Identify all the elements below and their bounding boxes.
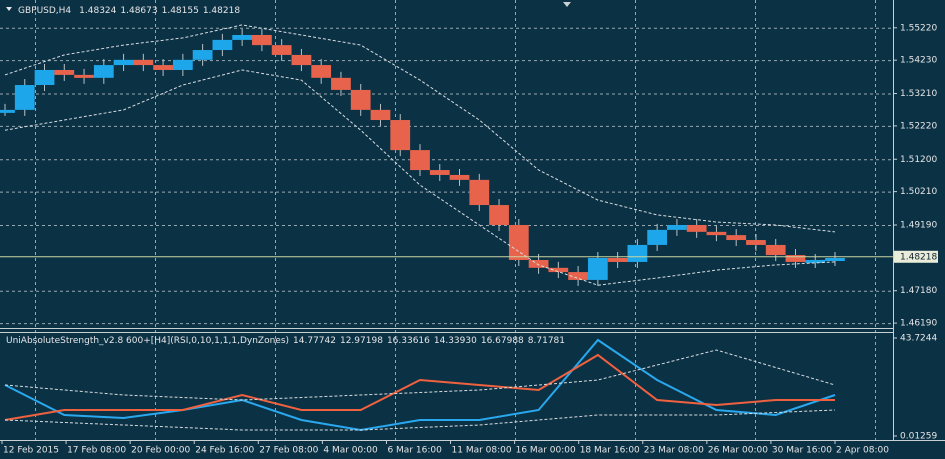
time-label: 20 Feb 00:00 bbox=[131, 446, 190, 456]
candle bbox=[489, 205, 509, 225]
candle bbox=[271, 45, 292, 55]
reading: 16.67988 bbox=[481, 336, 524, 346]
series-line bbox=[4, 338, 836, 432]
candle bbox=[508, 224, 529, 260]
candle bbox=[390, 120, 411, 151]
high: 1.48673 bbox=[120, 6, 157, 16]
candle bbox=[172, 59, 193, 70]
candle bbox=[350, 89, 371, 110]
candle bbox=[0, 109, 15, 113]
time-label: 30 Mar 16:00 bbox=[772, 446, 832, 456]
candle bbox=[410, 150, 430, 171]
time-label: 23 Mar 08:00 bbox=[644, 446, 704, 456]
candle bbox=[587, 258, 608, 280]
time-label: 27 Feb 08:00 bbox=[259, 446, 318, 456]
close: 1.48218 bbox=[203, 6, 240, 16]
last-price-box bbox=[894, 250, 938, 263]
candle bbox=[192, 50, 213, 60]
candle bbox=[34, 69, 55, 86]
candle bbox=[133, 59, 154, 66]
time-label: 11 Mar 08:00 bbox=[452, 446, 512, 456]
reading: 14.77742 bbox=[293, 336, 336, 346]
time-label: 17 Feb 08:00 bbox=[67, 446, 126, 456]
candle bbox=[785, 255, 806, 262]
candle bbox=[252, 34, 272, 46]
time-label: 4 Mar 00:00 bbox=[323, 446, 378, 456]
series-line bbox=[4, 353, 835, 421]
open: 1.48324 bbox=[79, 6, 116, 16]
grid bbox=[0, 0, 893, 440]
reading: 16.33616 bbox=[387, 336, 430, 346]
candle bbox=[469, 179, 490, 206]
candle bbox=[429, 170, 450, 175]
series-line bbox=[4, 409, 836, 431]
last-price-label: 1.48218 bbox=[900, 252, 937, 262]
candle bbox=[805, 259, 826, 263]
candle bbox=[706, 231, 727, 236]
reading: 8.71781 bbox=[528, 336, 565, 346]
plot bbox=[0, 24, 893, 432]
candle bbox=[14, 85, 35, 110]
candle bbox=[153, 65, 173, 70]
y-tick-label: 43.7244 bbox=[900, 334, 937, 344]
candle bbox=[528, 259, 549, 268]
y-tick-label: 1.49190 bbox=[900, 220, 937, 230]
time-label: 12 Feb 2015 bbox=[3, 446, 59, 456]
candle bbox=[93, 65, 114, 78]
low: 1.48155 bbox=[162, 6, 199, 16]
time-label: 2 Apr 08:00 bbox=[836, 446, 889, 456]
y-tick-label: 1.46190 bbox=[900, 319, 937, 329]
symbol-header: GBPUSD,H4 1.48324 1.48673 1.48155 1.48218 bbox=[18, 6, 240, 16]
indicator-name: UniAbsoluteStrength_v2.8 600+[H4](RSI,0,… bbox=[6, 336, 289, 346]
time-label: 18 Mar 16:00 bbox=[580, 446, 640, 456]
time-label: 16 Mar 00:00 bbox=[516, 446, 576, 456]
reading: 12.97198 bbox=[340, 336, 383, 346]
candle bbox=[449, 174, 470, 180]
candle bbox=[311, 65, 332, 78]
candle bbox=[74, 74, 94, 78]
candle bbox=[746, 240, 766, 245]
candle bbox=[607, 258, 628, 262]
series-line bbox=[4, 349, 836, 401]
reading: 14.33930 bbox=[434, 336, 477, 346]
candle bbox=[686, 224, 707, 232]
candle bbox=[232, 34, 253, 40]
candle bbox=[212, 39, 233, 51]
y-tick-label: 1.47180 bbox=[900, 286, 937, 296]
candle bbox=[548, 267, 569, 273]
candle bbox=[370, 109, 391, 121]
candle bbox=[291, 54, 312, 66]
candle bbox=[627, 244, 648, 262]
candle bbox=[54, 69, 75, 75]
y-tick-label: 1.51200 bbox=[900, 155, 937, 165]
symbol: GBPUSD,H4 bbox=[18, 6, 71, 16]
candle bbox=[647, 229, 668, 245]
y-tick-label: 1.52220 bbox=[900, 121, 937, 131]
shift-marker bbox=[563, 2, 571, 7]
series-line bbox=[4, 24, 836, 233]
menu-arrow[interactable] bbox=[6, 7, 12, 11]
series-line bbox=[4, 69, 836, 286]
candle bbox=[331, 77, 351, 90]
candle bbox=[113, 59, 134, 66]
candle bbox=[726, 235, 747, 241]
indicator-header: UniAbsoluteStrength_v2.8 600+[H4](RSI,0,… bbox=[6, 336, 565, 346]
y-tick-label: 1.54230 bbox=[900, 56, 937, 66]
time-label: 6 Mar 16:00 bbox=[387, 446, 442, 456]
candle bbox=[765, 244, 786, 256]
time-label: 26 Mar 00:00 bbox=[708, 446, 768, 456]
candle bbox=[825, 258, 845, 262]
candle bbox=[667, 224, 687, 230]
y-tick-label: 0.01259 bbox=[900, 432, 937, 442]
y-tick-label: 1.53210 bbox=[900, 89, 937, 99]
candle bbox=[568, 272, 588, 280]
time-label: 24 Feb 16:00 bbox=[195, 446, 254, 456]
y-tick-label: 1.50210 bbox=[900, 187, 937, 197]
y-tick-label: 1.55220 bbox=[900, 23, 937, 33]
